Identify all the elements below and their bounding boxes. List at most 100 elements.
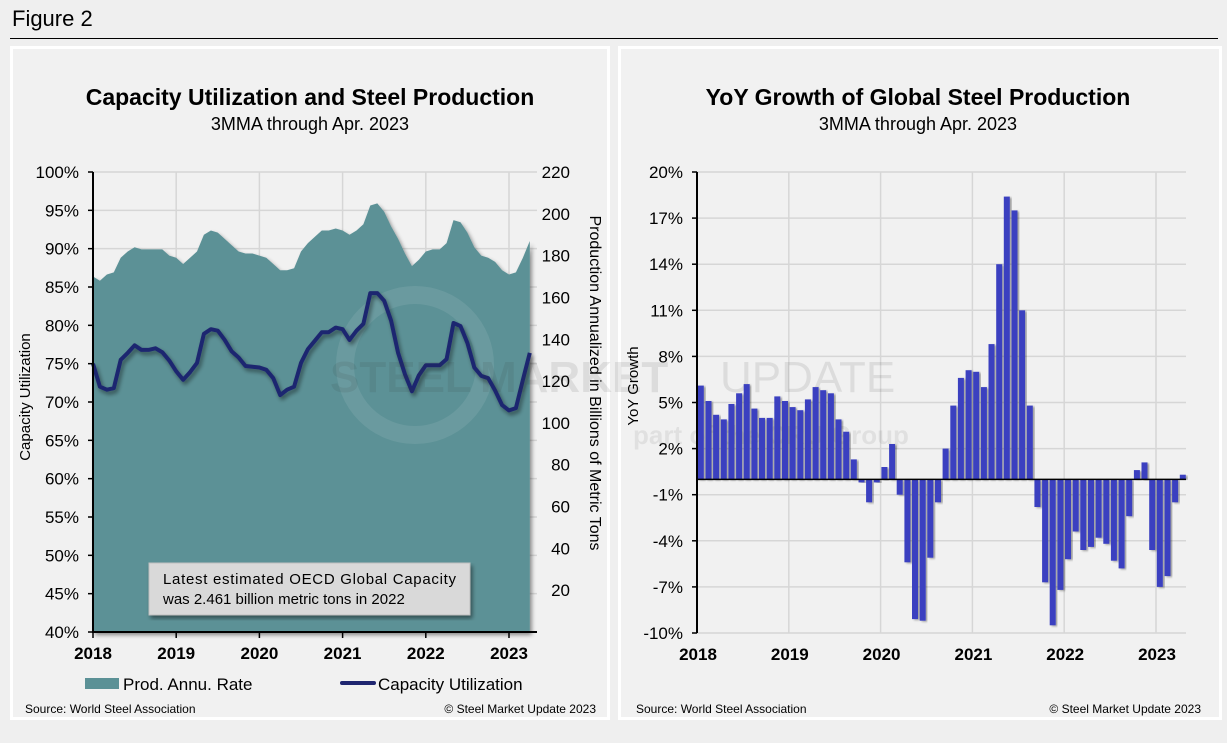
- growth-bar: [881, 467, 888, 480]
- legend-swatch-utilization: [340, 681, 376, 685]
- growth-bar: [820, 390, 827, 480]
- growth-bar: [896, 479, 903, 495]
- growth-y-tick-label: -7%: [653, 578, 683, 597]
- left-y-tick-label: 95%: [45, 201, 79, 220]
- growth-x-tick-label: 2020: [863, 645, 901, 664]
- growth-bar: [996, 264, 1003, 480]
- left-y-tick-label: 90%: [45, 240, 79, 259]
- growth-bar: [1026, 405, 1033, 480]
- growth-y-tick-label: 14%: [649, 255, 683, 274]
- left-y-tick-label: 45%: [45, 585, 79, 604]
- growth-bar: [728, 404, 735, 480]
- growth-bar: [1118, 479, 1125, 569]
- growth-bar: [1095, 479, 1102, 538]
- watermark: [336, 286, 494, 444]
- growth-bar: [1164, 479, 1171, 577]
- right-y-axis-label: Production Annualized in Billions of Met…: [586, 216, 603, 551]
- growth-bar: [858, 479, 865, 483]
- left-x-tick-label: 2019: [157, 644, 195, 663]
- growth-bar: [919, 479, 926, 621]
- right-y-tick-label: 20: [551, 581, 570, 600]
- growth-bar: [1103, 479, 1110, 544]
- right-y-tick-label: 220: [542, 163, 570, 182]
- figure-label: Figure 2: [12, 6, 93, 31]
- growth-bar: [1049, 479, 1056, 626]
- growth-bar: [950, 405, 957, 480]
- growth-bar: [789, 407, 796, 480]
- utilization-line: [91, 291, 532, 413]
- left-legend: Prod. Annu. Rate Capacity Utilization: [85, 675, 523, 694]
- growth-bar: [927, 479, 934, 558]
- growth-y-tick-label: -4%: [653, 532, 683, 551]
- growth-bar: [736, 393, 743, 480]
- left-y-tick-label: 100%: [36, 163, 79, 182]
- growth-bar: [912, 479, 918, 620]
- right-y-tick-label: 160: [542, 288, 570, 307]
- growth-bar: [889, 444, 896, 480]
- growth-bar: [1034, 479, 1041, 507]
- growth-bar: [988, 344, 995, 480]
- growth-bar: [812, 387, 819, 480]
- growth-bar: [797, 410, 804, 480]
- growth-y-tick-label: 20%: [649, 163, 683, 182]
- annotation-line-1: Latest estimated OECD Global Capacity: [163, 571, 457, 588]
- right-y-tick-label: 120: [542, 372, 570, 391]
- growth-bar: [935, 479, 941, 503]
- growth-bar: [980, 387, 987, 480]
- growth-bar: [766, 417, 773, 480]
- figure-divider: [10, 38, 1218, 39]
- left-copyright-note: © Steel Market Update 2023: [444, 702, 596, 716]
- left-y-tick-label: 55%: [45, 508, 79, 527]
- left-y-tick-label: 65%: [45, 431, 79, 450]
- growth-x-tick-label: 2018: [679, 645, 717, 664]
- left-y-tick-label: 50%: [45, 546, 79, 565]
- left-y-tick-label: 70%: [45, 393, 79, 412]
- left-source-note: Source: World Steel Association: [25, 702, 196, 716]
- left-y-tick-label: 75%: [45, 355, 79, 374]
- left-x-tick-label: 2020: [240, 644, 278, 663]
- growth-bar: [1126, 479, 1133, 517]
- growth-x-tick-label: 2021: [954, 645, 992, 664]
- growth-bar: [1179, 474, 1186, 480]
- watermark-text: STEEL MARKET UPDATE part of the CRU Grou…: [330, 353, 909, 450]
- right-y-tick-label: 140: [542, 330, 570, 349]
- growth-bar: [1019, 310, 1026, 480]
- legend-swatch-production: [85, 678, 119, 689]
- right-copyright-note: © Steel Market Update 2023: [1049, 702, 1201, 716]
- growth-bar: [1088, 479, 1094, 547]
- growth-bar: [1057, 479, 1064, 590]
- left-y-tick-label: 40%: [45, 623, 79, 642]
- growth-bar: [743, 384, 750, 480]
- right-y-tick-label: 200: [542, 205, 570, 224]
- growth-bar: [759, 417, 765, 480]
- watermark-word-steel: STEEL: [330, 353, 472, 402]
- growth-bar: [973, 371, 980, 480]
- capacity-utilization-chart: Capacity Utilization and Steel Productio…: [17, 84, 603, 716]
- growth-bar: [705, 401, 712, 480]
- left-chart-subtitle: 3MMA through Apr. 2023: [211, 114, 409, 134]
- annotation-box: Latest estimated OECD Global Capacity wa…: [148, 562, 471, 616]
- right-y-tick-label: 60: [551, 498, 570, 517]
- growth-bar: [843, 431, 850, 480]
- left-x-tick-label: 2023: [490, 644, 528, 663]
- left-y-tick-label: 85%: [45, 278, 79, 297]
- growth-y-tick-label: 8%: [658, 347, 683, 366]
- right-y-tick-label: 40: [551, 539, 570, 558]
- growth-bar: [713, 414, 720, 480]
- growth-bar: [965, 370, 972, 480]
- left-y-tick-label: 80%: [45, 316, 79, 335]
- right-y-tick-label: 180: [542, 247, 570, 266]
- growth-bar: [1110, 479, 1117, 561]
- growth-bar: [1141, 462, 1148, 480]
- growth-bar: [1172, 479, 1179, 503]
- growth-bar: [873, 479, 880, 483]
- growth-bar: [720, 419, 727, 480]
- growth-bar: [1065, 479, 1071, 560]
- growth-bar: [782, 401, 788, 480]
- growth-bar: [866, 479, 873, 503]
- left-chart-title: Capacity Utilization and Steel Productio…: [86, 84, 535, 110]
- annotation-line-2: was 2.461 billion metric tons in 2022: [162, 591, 405, 608]
- yoy-growth-chart: YoY Growth of Global Steel Production 3M…: [330, 84, 1201, 716]
- growth-y-tick-label: 17%: [649, 209, 683, 228]
